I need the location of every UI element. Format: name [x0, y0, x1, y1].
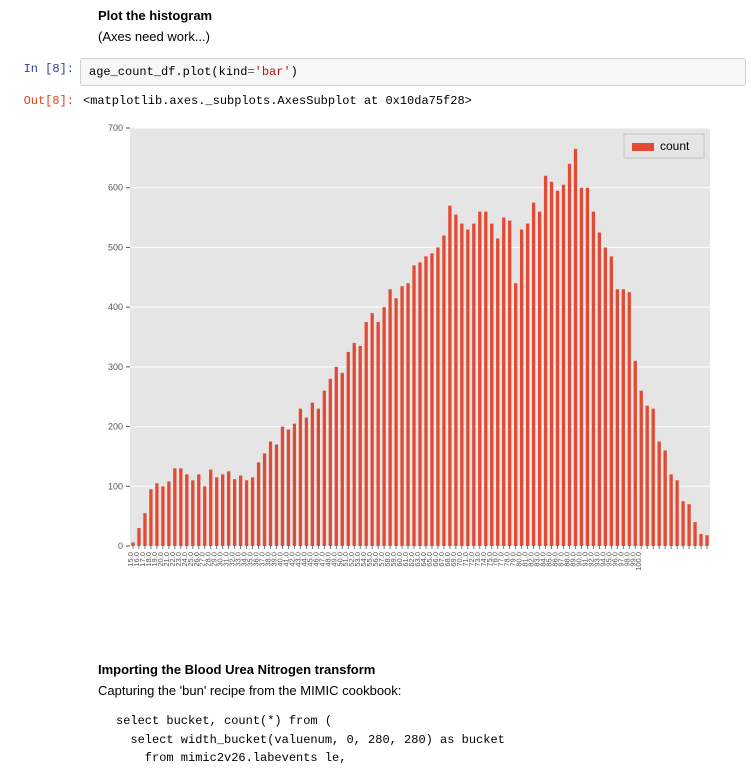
- svg-text:count: count: [660, 139, 690, 153]
- svg-text:500: 500: [108, 243, 123, 253]
- svg-text:300: 300: [108, 362, 123, 372]
- sql-codeblock: select bucket, count(*) from ( select wi…: [116, 712, 730, 768]
- chart-container: 010020030040050060070015.016.017.018.019…: [80, 116, 746, 654]
- markdown-cell-2: Importing the Blood Urea Nitrogen transf…: [0, 654, 754, 768]
- svg-text:400: 400: [108, 302, 123, 312]
- output-repr: <matplotlib.axes._subplots.AxesSubplot a…: [80, 90, 746, 116]
- prompt-empty: [0, 0, 80, 4]
- svg-text:200: 200: [108, 422, 123, 432]
- svg-text:700: 700: [108, 123, 123, 133]
- code-input[interactable]: age_count_df.plot(kind='bar'): [80, 58, 746, 86]
- prompt-empty: [0, 654, 80, 658]
- output-cell-chart: 010020030040050060070015.016.017.018.019…: [0, 116, 754, 654]
- note-bun: Capturing the 'bun' recipe from the MIMI…: [98, 683, 730, 698]
- svg-text:600: 600: [108, 183, 123, 193]
- output-prompt: Out[8]:: [0, 90, 80, 108]
- bar-chart: 010020030040050060070015.016.017.018.019…: [80, 120, 720, 646]
- input-prompt: In [8]:: [0, 58, 80, 76]
- prompt-empty: [0, 116, 80, 120]
- code-cell: In [8]: age_count_df.plot(kind='bar'): [0, 58, 754, 90]
- note-axes: (Axes need work...): [98, 29, 730, 44]
- output-cell-repr: Out[8]: <matplotlib.axes._subplots.AxesS…: [0, 90, 754, 116]
- svg-text:100: 100: [108, 481, 123, 491]
- notebook: { "heading1": "Plot the histogram", "not…: [0, 0, 754, 768]
- heading-plot-histogram: Plot the histogram: [98, 8, 730, 23]
- heading-bun: Importing the Blood Urea Nitrogen transf…: [98, 662, 730, 677]
- svg-text:0: 0: [118, 541, 123, 551]
- markdown-cell: Plot the histogram (Axes need work...): [0, 0, 754, 58]
- svg-text:100.0: 100.0: [634, 552, 643, 571]
